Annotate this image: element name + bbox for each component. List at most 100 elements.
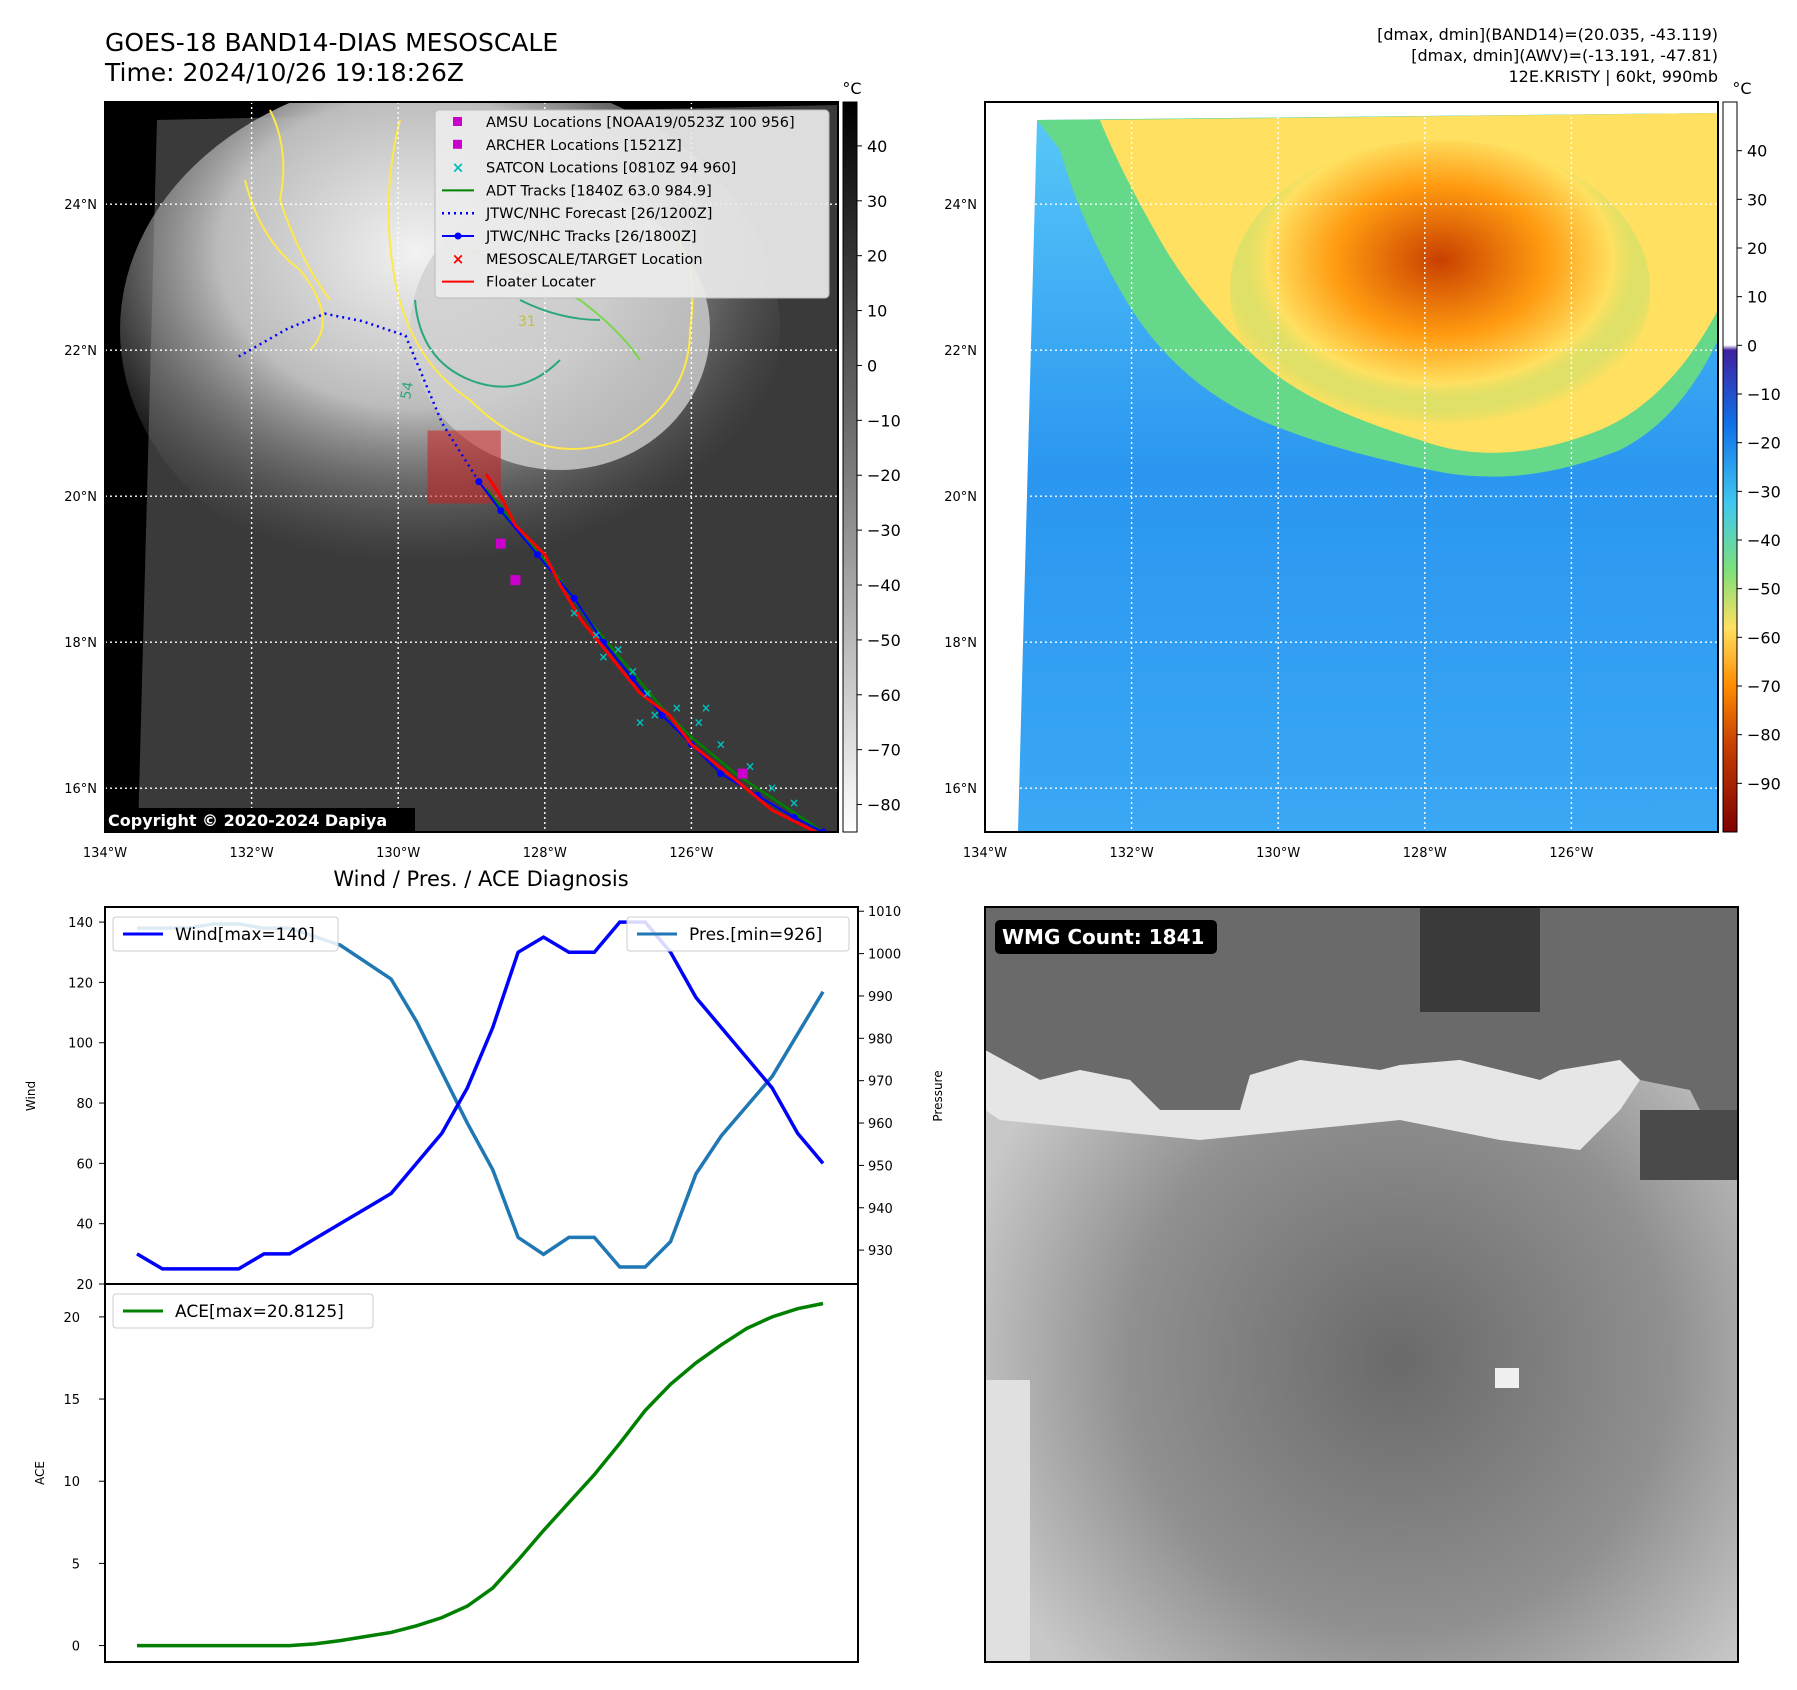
colorbar-tick-label: −90 bbox=[1747, 774, 1781, 793]
amsu-point bbox=[737, 768, 748, 779]
wmg-left-bright bbox=[985, 1380, 1030, 1662]
ace-tick-label: 0 bbox=[72, 1640, 80, 1655]
colorbar-tick-label: −10 bbox=[1747, 385, 1781, 404]
lat-tick-label: 18°N bbox=[944, 636, 977, 651]
pressure-axis-label: Pressure bbox=[931, 1070, 945, 1121]
pres-legend: Pres.[min=926] bbox=[626, 916, 850, 952]
wind-legend-box bbox=[112, 916, 339, 952]
colorbar-tick-label: 10 bbox=[867, 302, 887, 321]
legend-square-marker bbox=[453, 117, 462, 126]
wmg-dark-top bbox=[985, 907, 1738, 1110]
wind-series-line bbox=[136, 920, 825, 1271]
wind-pres-frame bbox=[104, 906, 859, 1285]
pres-tick-label: 1010 bbox=[868, 905, 901, 920]
jtwc-forecast-line bbox=[236, 312, 480, 483]
wind-tick-label: 100 bbox=[68, 1037, 93, 1052]
legend-box bbox=[434, 109, 830, 299]
ace-series-line bbox=[137, 1301, 824, 1648]
pres-tick-label: 930 bbox=[868, 1244, 893, 1259]
satcon-point: × bbox=[701, 701, 711, 715]
legend-entry-label: MESOSCALE/TARGET Location bbox=[486, 252, 703, 268]
colorbar-tick-label: −10 bbox=[867, 411, 901, 430]
wmg-bright-spot bbox=[1495, 1368, 1519, 1388]
legend-entry-label: JTWC/NHC Tracks [26/1800Z] bbox=[485, 229, 697, 245]
jtwc-track-point bbox=[475, 478, 483, 486]
satcon-point: × bbox=[650, 708, 660, 722]
contour-green-3 bbox=[519, 299, 601, 321]
colorbar-tick-label: 20 bbox=[867, 247, 887, 266]
map2-gridlines bbox=[985, 102, 1718, 832]
colorbar-ir-unit: °C bbox=[842, 79, 861, 98]
legend-entry-label: ADT Tracks [1840Z 63.0 984.9] bbox=[486, 183, 712, 199]
colorbar-tick-label: −40 bbox=[1747, 531, 1781, 550]
pres-legend-text: Pres.[min=926] bbox=[689, 925, 822, 945]
info-awv: [dmax, dmin](AWV)=(-13.191, -47.81) bbox=[1411, 46, 1718, 65]
wmg-frame bbox=[984, 906, 1739, 1663]
ace-frame bbox=[104, 1283, 859, 1663]
satcon-point: × bbox=[789, 796, 799, 810]
satcon-point: × bbox=[628, 664, 638, 678]
pres-tick-label: 940 bbox=[868, 1202, 893, 1217]
colorbar-tick-label: −80 bbox=[867, 796, 901, 815]
legend-entry-label: Floater Locater bbox=[486, 275, 595, 291]
jtwc-track-point bbox=[717, 770, 725, 778]
map1-axis-ticks: 134°W 132°W 130°W 128°W 126°W 24°N 22°N 20°N 18°… bbox=[64, 198, 713, 861]
lat-tick-label: 16°N bbox=[944, 782, 977, 797]
colorbar-tick-label: −60 bbox=[867, 686, 901, 705]
pres-tick-label: 1000 bbox=[868, 948, 901, 963]
satcon-point: × bbox=[635, 716, 645, 730]
wind-tick-label: 40 bbox=[76, 1218, 93, 1233]
lon-tick-label: 130°W bbox=[1256, 846, 1300, 861]
lon-tick-label: 132°W bbox=[230, 846, 274, 861]
satcon-point: × bbox=[716, 737, 726, 751]
lat-tick-label: 24°N bbox=[64, 198, 97, 213]
wind-legend-text: Wind[max=140] bbox=[175, 925, 315, 945]
diagnosis-title: Wind / Pres. / ACE Diagnosis bbox=[333, 867, 628, 891]
colorbar-tick-label: −50 bbox=[867, 631, 901, 650]
map1-track-overlay: ××××××××××××××× bbox=[236, 312, 827, 832]
lat-tick-label: 16°N bbox=[64, 782, 97, 797]
legend-entry-label: SATCON Locations [0810Z 94 960] bbox=[486, 161, 736, 177]
legend-x-marker: × bbox=[452, 250, 465, 268]
info-band14: [dmax, dmin](BAND14)=(20.035, -43.119) bbox=[1377, 25, 1718, 44]
legend-dot-marker bbox=[454, 232, 462, 240]
figure-title: GOES-18 BAND14-DIAS MESOSCALE bbox=[105, 28, 558, 57]
diagnosis-chart: Wind Pressure ACE 1401201008060402010101… bbox=[24, 905, 945, 1663]
lon-tick-label: 134°W bbox=[963, 846, 1007, 861]
colorbar-tick-label: −70 bbox=[867, 741, 901, 760]
colorbar-tick-label: 10 bbox=[1747, 288, 1767, 307]
pres-tick-label: 960 bbox=[868, 1117, 893, 1132]
colorbar-tick-label: 30 bbox=[867, 192, 887, 211]
lon-tick-label: 126°W bbox=[1549, 846, 1593, 861]
contour-yellow-3 bbox=[269, 109, 331, 301]
colorbar-tick-label: 20 bbox=[1747, 239, 1767, 258]
colorbar-tick-label: 40 bbox=[1747, 142, 1767, 161]
satcon-point: × bbox=[598, 650, 608, 664]
ace-legend: ACE[max=20.8125] bbox=[112, 1293, 374, 1329]
legend-entry-label: ARCHER Locations [1521Z] bbox=[486, 138, 682, 154]
legend-entry-label: AMSU Locations [NOAA19/0523Z 100 956] bbox=[486, 115, 795, 131]
colorbar-tick-label: 40 bbox=[867, 137, 887, 156]
copyright-box bbox=[104, 808, 415, 832]
lat-tick-label: 22°N bbox=[64, 344, 97, 359]
lat-tick-label: 24°N bbox=[944, 198, 977, 213]
wmg-count-label: WMG Count: 1841 bbox=[1002, 925, 1204, 949]
satcon-point: × bbox=[672, 701, 682, 715]
wmg-bright-band bbox=[985, 1050, 1640, 1150]
floater-locater-line bbox=[484, 473, 817, 832]
colorbar-tick-label: −20 bbox=[867, 466, 901, 485]
legend-x-marker: × bbox=[452, 159, 465, 177]
colorbar-awv-unit: °C bbox=[1732, 79, 1751, 98]
map2-axis-ticks: 134°W 132°W 130°W 128°W 126°W 24°N 22°N 20°N 18°… bbox=[944, 198, 1593, 861]
info-storm: 12E.KRISTY | 60kt, 990mb bbox=[1509, 67, 1719, 86]
colorbar-tick-label: −70 bbox=[1747, 677, 1781, 696]
wind-tick-label: 140 bbox=[68, 916, 93, 931]
colorbar-tick-label: 30 bbox=[1747, 190, 1767, 209]
contour-yellow-1 bbox=[244, 179, 324, 351]
lon-tick-label: 128°W bbox=[523, 846, 567, 861]
figure-time: Time: 2024/10/26 19:18:26Z bbox=[104, 58, 464, 87]
legend-entry-label: JTWC/NHC Forecast [26/1200Z] bbox=[485, 206, 712, 222]
amsu-point bbox=[510, 575, 521, 586]
contour-yellow-2 bbox=[387, 119, 694, 450]
